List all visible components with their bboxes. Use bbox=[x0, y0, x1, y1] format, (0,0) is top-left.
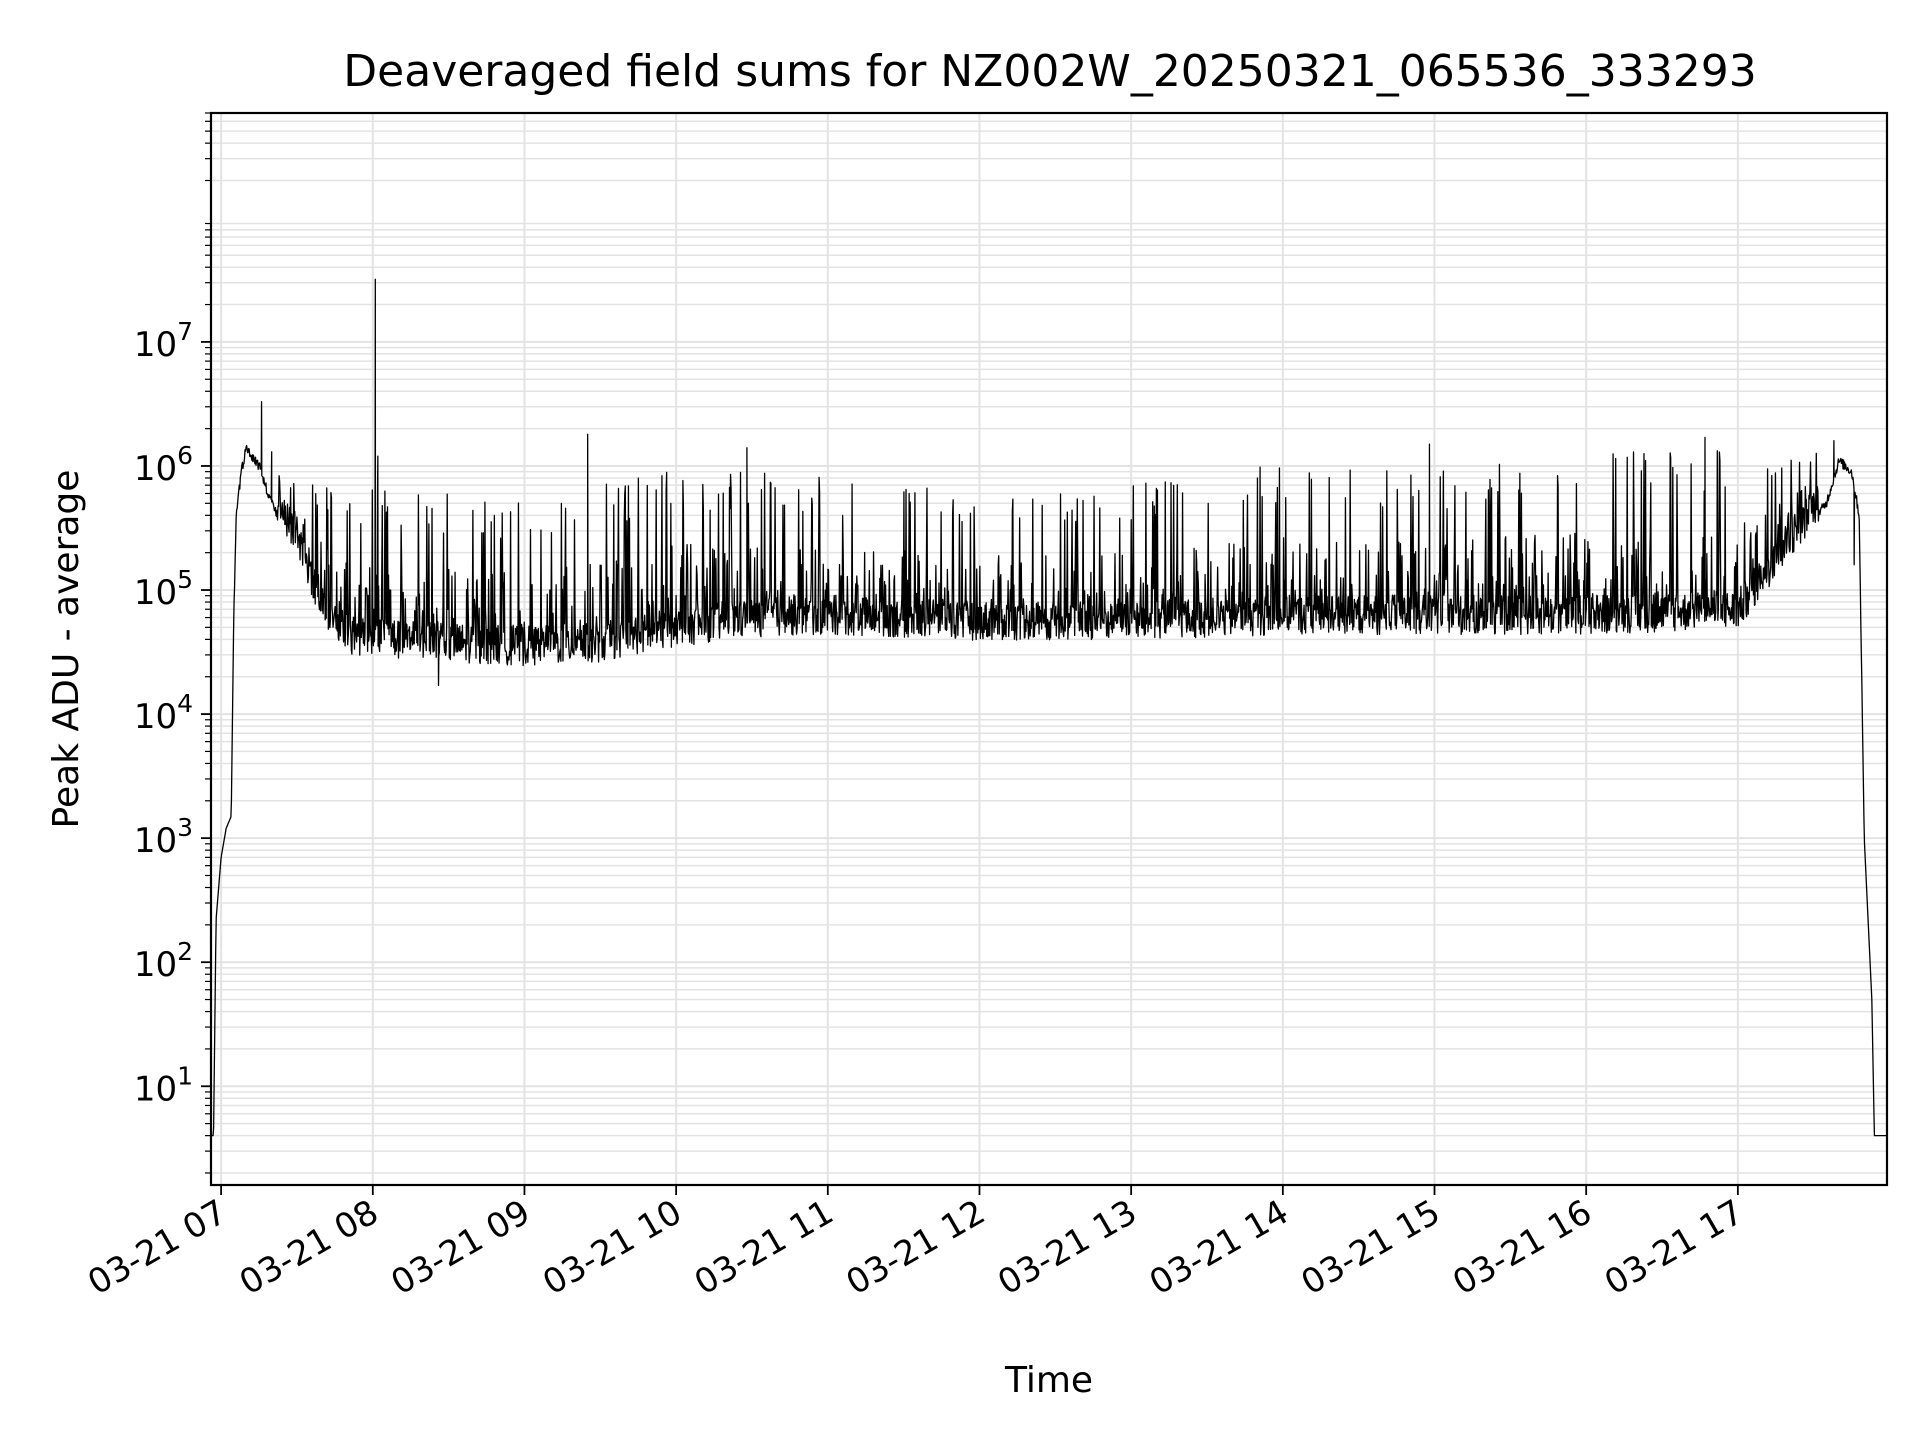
y-tick-label: 102 bbox=[134, 937, 193, 985]
chart-title: Deaveraged field sums for NZ002W_2025032… bbox=[343, 46, 1756, 97]
series-line bbox=[210, 278, 1888, 1137]
y-tick-label: 106 bbox=[134, 441, 193, 489]
x-axis-label: Time bbox=[1004, 1360, 1093, 1401]
y-tick-label: 101 bbox=[134, 1061, 193, 1109]
y-tick-label: 104 bbox=[134, 689, 193, 737]
plot-frame bbox=[209, 111, 1889, 1187]
y-tick-label: 107 bbox=[134, 317, 193, 365]
y-tick-label: 103 bbox=[134, 813, 193, 861]
y-tick-label: 105 bbox=[134, 565, 193, 613]
series-layer bbox=[210, 278, 1888, 1137]
y-axis-label: Peak ADU - average bbox=[46, 470, 87, 829]
